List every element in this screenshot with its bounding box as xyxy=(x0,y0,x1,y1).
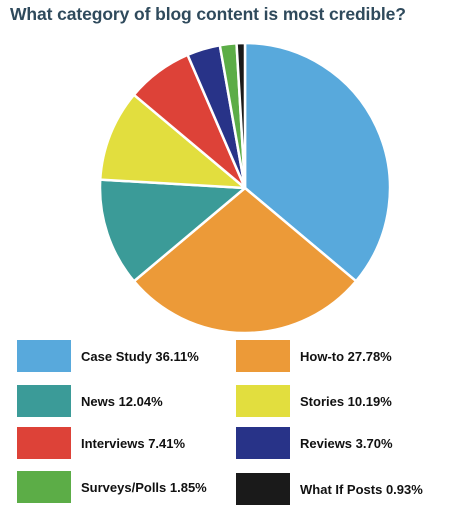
pie-slice-how-to xyxy=(132,186,358,335)
legend-label-stories: Stories 10.19% xyxy=(300,393,392,409)
legend-swatch-how-to xyxy=(236,340,290,372)
legend-item-news: News 12.04% xyxy=(17,385,163,417)
legend-label-what-if-posts: What If Posts 0.93% xyxy=(300,481,423,497)
legend-label-how-to: How-to 27.78% xyxy=(300,348,392,364)
legend-label-reviews: Reviews 3.70% xyxy=(300,435,393,451)
legend-label-case-study: Case Study 36.11% xyxy=(81,348,199,364)
legend-item-how-to: How-to 27.78% xyxy=(236,340,392,372)
legend-swatch-stories xyxy=(236,385,290,417)
legend-swatch-case-study xyxy=(17,340,71,372)
legend-item-case-study: Case Study 36.11% xyxy=(17,340,199,372)
legend-swatch-reviews xyxy=(236,427,290,459)
pie-slices xyxy=(98,41,392,335)
legend-item-stories: Stories 10.19% xyxy=(236,385,392,417)
legend-swatch-surveys-polls xyxy=(17,471,71,503)
legend-item-what-if-posts: What If Posts 0.93% xyxy=(236,473,423,505)
pie-chart xyxy=(98,41,392,335)
pie-slice-news xyxy=(98,178,247,283)
pie-slice-case-study xyxy=(243,41,392,283)
legend-swatch-what-if-posts xyxy=(236,473,290,505)
pie-slice-stories xyxy=(98,93,247,190)
legend-label-surveys-polls: Surveys/Polls 1.85% xyxy=(81,479,207,495)
legend-label-news: News 12.04% xyxy=(81,393,163,409)
pie-slice-what-if-posts xyxy=(235,41,247,190)
legend-swatch-news xyxy=(17,385,71,417)
chart-title: What category of blog content is most cr… xyxy=(10,4,406,24)
legend-item-reviews: Reviews 3.70% xyxy=(236,427,393,459)
legend-item-interviews: Interviews 7.41% xyxy=(17,427,185,459)
legend-label-interviews: Interviews 7.41% xyxy=(81,435,186,451)
legend-swatch-interviews xyxy=(17,427,71,459)
legend-item-surveys-polls: Surveys/Polls 1.85% xyxy=(17,471,207,503)
